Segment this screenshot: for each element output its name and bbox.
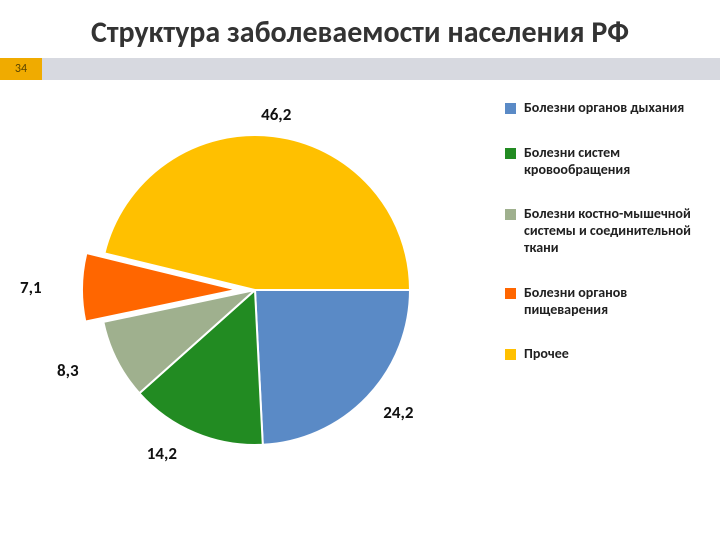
legend-text: Болезни систем кровообращения xyxy=(524,145,710,179)
legend-swatch xyxy=(505,103,516,114)
legend-swatch xyxy=(505,148,516,159)
pie-data-label: 24,2 xyxy=(383,402,413,423)
legend-swatch xyxy=(505,349,516,360)
legend-swatch xyxy=(505,288,516,299)
slide-number-bar: 34 xyxy=(0,58,720,80)
slide: Структура заболеваемости населения РФ 34… xyxy=(0,0,720,540)
legend-item: Болезни систем кровообращения xyxy=(505,145,710,179)
legend-text: Болезни органов пищеварения xyxy=(524,285,710,319)
legend-swatch xyxy=(505,209,516,220)
legend-text: Болезни костно-мышечной системы и соедин… xyxy=(524,206,710,256)
pie-data-label: 7,1 xyxy=(20,277,42,298)
pie-slice xyxy=(104,135,410,290)
chart-legend: Болезни органов дыхания Болезни систем кр… xyxy=(505,100,710,391)
pie-chart: 24,214,28,37,146,2 xyxy=(40,100,480,480)
legend-text: Болезни органов дыхания xyxy=(524,100,684,117)
legend-item: Болезни костно-мышечной системы и соедин… xyxy=(505,206,710,256)
legend-item: Болезни органов дыхания xyxy=(505,100,710,117)
legend-text: Прочее xyxy=(524,346,569,363)
pie-data-label: 14,2 xyxy=(147,443,177,464)
pie-svg xyxy=(40,100,480,480)
legend-item: Болезни органов пищеварения xyxy=(505,285,710,319)
pie-data-label: 46,2 xyxy=(261,104,291,125)
legend-item: Прочее xyxy=(505,346,710,363)
slide-number: 34 xyxy=(0,58,42,80)
page-title: Структура заболеваемости населения РФ xyxy=(0,14,720,51)
pie-data-label: 8,3 xyxy=(57,360,79,381)
